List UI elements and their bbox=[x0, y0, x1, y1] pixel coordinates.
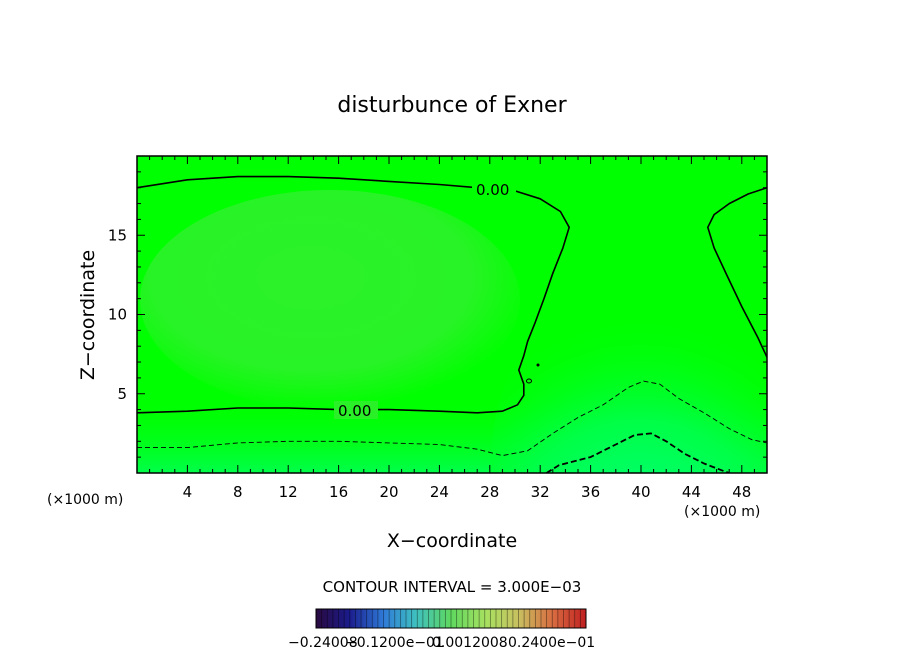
x-tick-label-3: 16 bbox=[329, 483, 348, 501]
contour-label-bg-2 bbox=[334, 401, 378, 419]
y-tick-label-0: 5 bbox=[117, 385, 127, 403]
y-tick-label-2: 15 bbox=[108, 226, 127, 244]
x-tick-label-6: 28 bbox=[480, 483, 499, 501]
colorbar-divisions bbox=[321, 609, 581, 628]
contour-dot-1 bbox=[536, 363, 540, 367]
contour-label-upper: 0.00 bbox=[476, 181, 509, 199]
x-tick-label-8: 36 bbox=[581, 483, 600, 501]
contour-dot-2 bbox=[526, 378, 532, 384]
contour-lines bbox=[137, 175, 767, 473]
contour-label-lower: 0.00 bbox=[338, 402, 371, 420]
y-axis-title: Z−coordinate bbox=[77, 250, 99, 380]
x-tick-label-5: 24 bbox=[430, 483, 449, 501]
x-tick-label-11: 48 bbox=[732, 483, 751, 501]
x-tick-label-1: 8 bbox=[233, 483, 243, 501]
contour-interval: CONTOUR INTERVAL = 3.000E−03 bbox=[323, 578, 582, 596]
colorbar-label-0: −0.24008 bbox=[288, 635, 358, 651]
contour-line-3 bbox=[546, 432, 730, 473]
y-axis-unit: (×1000 m) bbox=[47, 492, 123, 508]
x-tick-label-10: 44 bbox=[682, 483, 701, 501]
colorbar bbox=[315, 608, 587, 629]
colorbar-labels: −0.24008 −0.1200e−01 0.0012008 0.2400e−0… bbox=[288, 635, 595, 651]
field-shading bbox=[137, 156, 767, 473]
y-tick-label-1: 10 bbox=[108, 306, 127, 324]
x-tick-label-9: 40 bbox=[631, 483, 650, 501]
contour-line-2 bbox=[137, 380, 767, 457]
x-axis-title: X−coordinate bbox=[387, 530, 517, 552]
contour-line-0 bbox=[137, 175, 571, 414]
colorbar-label-3: 0.2400e−01 bbox=[508, 635, 595, 651]
chart-title: disturbunce of Exner bbox=[337, 93, 567, 118]
x-tick-label-2: 12 bbox=[279, 483, 298, 501]
field-low-region bbox=[490, 268, 767, 473]
colorbar-label-2: 0.0012008 bbox=[432, 635, 508, 651]
field-interior-region bbox=[140, 190, 520, 410]
contour-label-bg-1 bbox=[472, 180, 516, 198]
x-tick-label-0: 4 bbox=[183, 483, 193, 501]
colorbar-label-1: −0.1200e−01 bbox=[345, 635, 444, 651]
x-axis-unit: (×1000 m) bbox=[684, 504, 760, 520]
x-tick-label-7: 32 bbox=[531, 483, 550, 501]
contour-line-1 bbox=[706, 186, 767, 358]
x-tick-label-4: 20 bbox=[379, 483, 398, 501]
